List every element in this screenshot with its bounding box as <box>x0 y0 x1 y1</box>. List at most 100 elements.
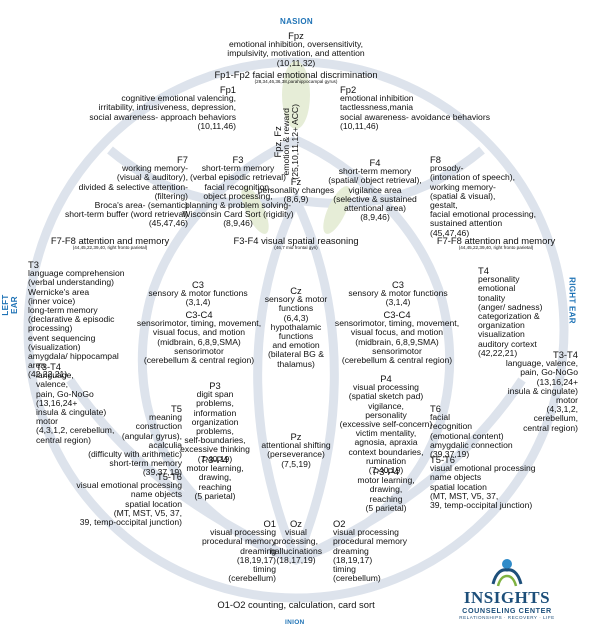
region-line: (42,22,21) <box>28 369 68 380</box>
region-line: pain, Go-NoGo <box>520 367 578 378</box>
region-title: Fp2 <box>340 84 357 95</box>
region-line: (10,11,46) <box>197 120 236 131</box>
region-line: (spatial & visual), <box>430 190 496 201</box>
region-line: long-term memory <box>28 305 98 316</box>
region-line: (7,40,19) <box>197 453 233 464</box>
region-line: motor <box>556 395 578 406</box>
region-fp1-fp2: Fp1-Fp2 facial emotional discrimination(… <box>196 70 396 85</box>
region-title: F3-F4 visual spatial reasoning <box>233 235 359 246</box>
region-line: sensorimotor <box>174 345 224 356</box>
region-t5-t6-left: T5-T6 visual emotional processing name obj… <box>38 472 182 527</box>
region-line: Broca's area- (semantic) <box>94 200 188 211</box>
region-line: (emotional content) <box>430 430 504 441</box>
region-c3-right: C3 sensory & motor functions (3,1,4) <box>328 280 468 308</box>
region-t4: T4 personality emotional tonality (anger/ sa… <box>478 266 578 358</box>
region-line: (45,47,46) <box>148 218 188 229</box>
region-line: (declarative & episodic <box>28 314 115 325</box>
region-title: T5-T6 <box>156 471 182 482</box>
region-f7-f8-right: F7-F8 attention and memory (44,45,22,39,4… <box>408 236 584 251</box>
region-line: tonality <box>478 292 506 303</box>
region-line: and emotion <box>272 340 320 351</box>
region-oz: Oz visual processing, hallucinations (18,17,… <box>246 519 346 565</box>
region-line: sustained attention <box>430 218 503 229</box>
region-f3-f4: F3-F4 visual spatial reasoning (46,7 mid … <box>216 235 376 251</box>
region-line: (intonation of speech), <box>430 172 516 183</box>
logo-name: INSIGHTS <box>463 588 551 607</box>
region-line: event sequencing <box>28 332 96 343</box>
region-line: visual focus, and motion <box>350 327 444 338</box>
region-line: insula & cingulate) <box>507 385 578 396</box>
region-line: pain, Go-NoGo <box>36 388 94 399</box>
region-line: (bilateral BG & <box>268 349 324 360</box>
region-line: irritability, intrusiveness, depression, <box>98 102 236 113</box>
region-line: (8,6,9) <box>283 194 309 205</box>
region-title: F8 <box>430 154 441 165</box>
region-line: Wisconsin Card Sort (rigidity) <box>182 209 294 220</box>
region-title: T5-T6 <box>430 454 456 465</box>
region-line: gestalt, <box>430 200 458 211</box>
region-line: facial emotional processing, <box>430 209 537 220</box>
logo-arc-icon <box>491 568 523 585</box>
region-note: (28,34,46,36,38,parahippocampal gyrus) <box>254 79 338 85</box>
region-line: name objects <box>430 472 482 483</box>
region-line: spatial location <box>125 498 182 509</box>
region-title: C3 <box>392 279 404 290</box>
region-fp1: Fp1 cognitive emotional valencing, irritab… <box>58 85 236 131</box>
region-line: social awareness- approach behaviors <box>89 111 236 122</box>
region-line: processing) <box>28 323 73 334</box>
region-line: hallucinations <box>269 545 323 556</box>
region-line: functions <box>278 331 314 342</box>
lower-arc <box>66 377 526 565</box>
region-line: visual processing <box>210 527 276 538</box>
region-line: attentional shifting <box>261 440 331 451</box>
region-line: (13,16,24+ <box>36 397 78 408</box>
logo-inner-arc-icon <box>496 574 518 587</box>
region-line: (verbal episodic retrieval) <box>190 172 286 183</box>
region-line: reaching <box>369 493 403 504</box>
region-line: organization <box>478 320 525 331</box>
region-line: prosody- <box>430 163 464 174</box>
logo-mark-icon <box>491 559 523 587</box>
region-f7: F7 working memory- (visual & auditory), div… <box>30 155 188 229</box>
region-title: F7 <box>177 154 188 165</box>
region-line: (18,19,17) <box>236 554 276 565</box>
region-line: drawing, <box>369 484 403 495</box>
region-line: 39, temp-occipital junction) <box>79 517 182 528</box>
region-line: (5 parietal) <box>365 502 407 513</box>
region-line: 39, temp-occipital junction) <box>430 500 533 511</box>
region-line: self-boundaries, <box>184 435 246 446</box>
region-title: O1 <box>263 518 276 529</box>
region-line: motor learning, <box>357 475 415 486</box>
region-line: emotional inhibition, oversensitivity, <box>228 39 364 50</box>
region-line: functions <box>278 303 314 314</box>
region-p3: P3 digit span problems, information organiza… <box>160 381 270 464</box>
region-line: (39,37,19) <box>142 467 182 478</box>
region-line: (18,17,19) <box>276 554 316 565</box>
region-line: processing, <box>274 536 318 547</box>
region-line: vigilance, <box>368 400 404 411</box>
region-title: Fpz <box>288 30 304 41</box>
region-line: (5 parietal) <box>194 490 236 501</box>
region-line: object processing, <box>203 190 273 201</box>
region-note: (44,45,22,39,40, right fronto parietal) <box>72 245 148 251</box>
region-line: (visual & auditory), <box>116 172 188 183</box>
region-t3: T3 language comprehension (verbal understa… <box>28 260 168 380</box>
region-title: P3 <box>209 380 221 391</box>
region-f8: F8 prosody- (intonation of speech), working… <box>430 155 570 238</box>
region-c3-left: C3 sensory & motor functions (3,1,4) <box>128 280 268 308</box>
region-line: valence, <box>36 379 69 390</box>
region-pz: Pz attentional shifting (perseverance) (7,5… <box>236 432 356 469</box>
region-line: (visualization) <box>28 341 81 352</box>
region-line: tactlessness,mania <box>340 102 414 113</box>
region-line: personality <box>365 409 407 420</box>
region-line: (spatial/ object retrieval), <box>328 175 422 186</box>
region-line: hypothalamic <box>270 321 322 332</box>
region-line: dreaming <box>333 545 369 556</box>
region-line: (7,40,19) <box>368 465 404 476</box>
region-t6: T6 facial recognition (emotional content) am… <box>430 404 560 459</box>
region-t5-t6-right: T5-T6 visual emotional processing name obj… <box>430 455 580 510</box>
region-line: (cerebellum & central region) <box>341 355 453 366</box>
region-line: social awareness- avoidance behaviors <box>340 111 490 122</box>
region-f3: F3 short-term memory (verbal episodic retr… <box>178 155 298 229</box>
region-line: visual focus, and motion <box>152 327 246 338</box>
